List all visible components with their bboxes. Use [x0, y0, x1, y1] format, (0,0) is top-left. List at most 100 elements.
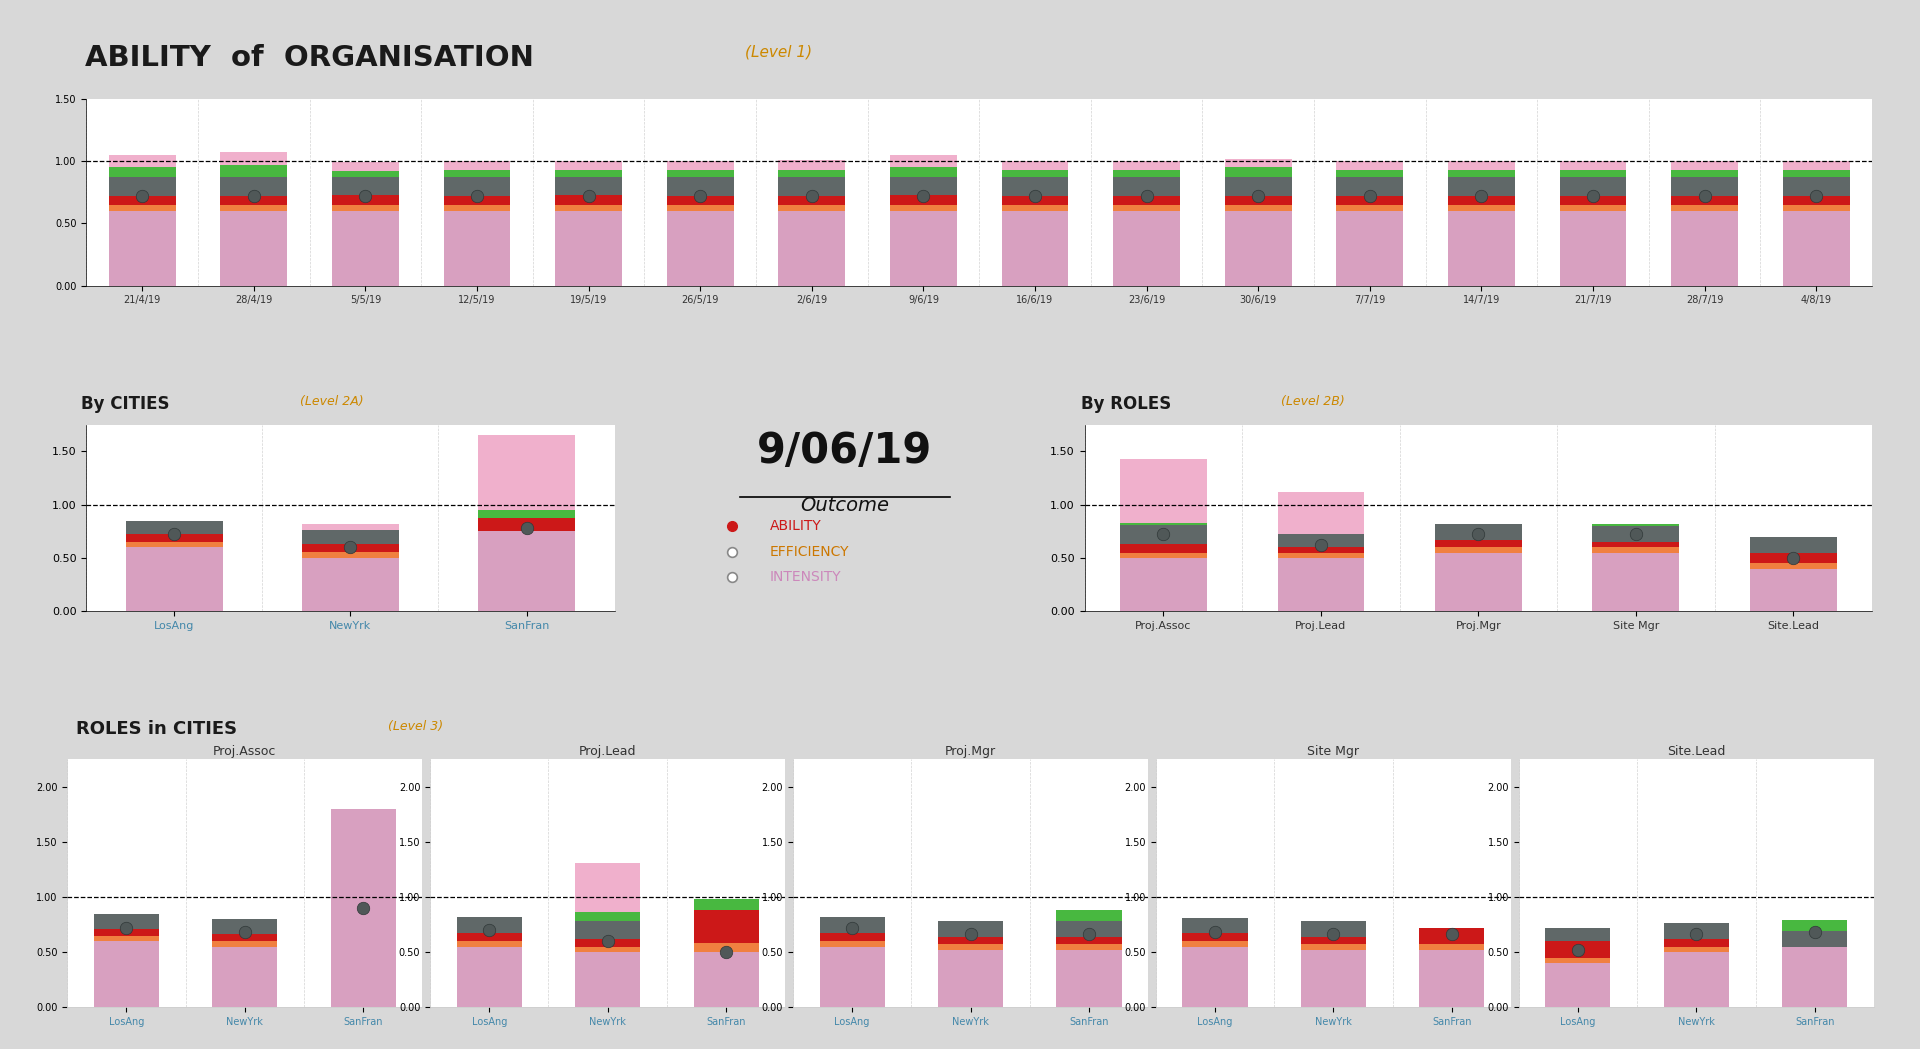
Bar — [127, 534, 223, 542]
Bar — [457, 917, 522, 934]
Bar — [1119, 558, 1206, 612]
Bar — [1056, 949, 1121, 1007]
Bar — [555, 177, 622, 195]
Bar — [1302, 937, 1365, 944]
Text: ABILITY: ABILITY — [770, 519, 822, 533]
Bar — [478, 435, 574, 510]
Bar — [1336, 205, 1404, 211]
Bar — [1225, 158, 1292, 167]
Bar — [444, 162, 511, 170]
Bar — [221, 152, 288, 165]
Bar — [1225, 211, 1292, 285]
Bar — [891, 205, 956, 211]
Bar — [693, 899, 758, 911]
Bar — [1002, 170, 1068, 177]
Bar — [778, 159, 845, 170]
Bar — [1302, 921, 1365, 937]
Bar — [576, 952, 639, 1007]
Bar — [1782, 170, 1849, 177]
Bar — [1782, 162, 1849, 170]
Bar — [127, 520, 223, 534]
Bar — [1183, 918, 1248, 934]
Bar — [1119, 522, 1206, 524]
Bar — [1546, 927, 1611, 941]
Bar — [1670, 162, 1738, 170]
Bar — [1002, 162, 1068, 170]
Bar — [1670, 177, 1738, 196]
Text: (Level 2A): (Level 2A) — [300, 395, 363, 408]
Bar — [1225, 177, 1292, 196]
Bar — [330, 809, 396, 1007]
Bar — [1749, 553, 1837, 563]
Bar — [213, 941, 276, 946]
Bar — [1419, 944, 1484, 949]
Bar — [778, 177, 845, 196]
Bar — [1546, 941, 1611, 958]
Bar — [109, 167, 177, 177]
Bar — [778, 211, 845, 285]
Title: Proj.Mgr: Proj.Mgr — [945, 746, 996, 758]
Bar — [939, 921, 1002, 937]
Bar — [444, 211, 511, 285]
Bar — [1225, 205, 1292, 211]
Bar — [820, 934, 885, 941]
Bar — [778, 196, 845, 205]
Bar — [1782, 205, 1849, 211]
Bar — [666, 205, 733, 211]
Bar — [1119, 544, 1206, 553]
Bar — [1546, 958, 1611, 963]
Bar — [1002, 211, 1068, 285]
Bar — [939, 944, 1002, 949]
Bar — [820, 917, 885, 934]
Bar — [1277, 548, 1363, 553]
Bar — [332, 163, 399, 171]
Bar — [576, 946, 639, 952]
Text: (Level 2B): (Level 2B) — [1281, 395, 1346, 408]
Bar — [1782, 196, 1849, 205]
Bar — [478, 518, 574, 531]
Bar — [1665, 952, 1728, 1007]
Bar — [666, 177, 733, 196]
Bar — [301, 544, 399, 552]
Bar — [891, 155, 956, 167]
Bar — [213, 946, 276, 1007]
Bar — [221, 196, 288, 205]
Bar — [478, 531, 574, 612]
Text: INTENSITY: INTENSITY — [770, 571, 841, 584]
Bar — [1056, 911, 1121, 921]
Bar — [213, 935, 276, 941]
Bar — [1782, 920, 1847, 932]
Bar — [1665, 923, 1728, 939]
Bar — [1119, 553, 1206, 558]
Bar — [1559, 205, 1626, 211]
Bar — [1592, 548, 1680, 553]
Text: By CITIES: By CITIES — [81, 395, 169, 413]
Bar — [576, 913, 639, 921]
Bar — [301, 558, 399, 612]
Bar — [1336, 162, 1404, 170]
Text: ABILITY  of  ORGANISATION: ABILITY of ORGANISATION — [84, 44, 534, 72]
Bar — [301, 552, 399, 558]
Text: (Level 1): (Level 1) — [745, 44, 812, 60]
Bar — [1114, 211, 1181, 285]
Bar — [555, 211, 622, 285]
Bar — [1114, 196, 1181, 205]
Bar — [555, 162, 622, 170]
Bar — [778, 170, 845, 177]
Bar — [1056, 921, 1121, 937]
Bar — [1002, 196, 1068, 205]
Bar — [1114, 177, 1181, 196]
Bar — [1592, 523, 1680, 526]
Bar — [1592, 526, 1680, 542]
Bar — [1559, 162, 1626, 170]
Bar — [221, 165, 288, 177]
Title: Site Mgr: Site Mgr — [1308, 746, 1359, 758]
Bar — [820, 941, 885, 946]
Bar — [301, 530, 399, 544]
Bar — [109, 155, 177, 167]
Bar — [1670, 170, 1738, 177]
Bar — [1183, 934, 1248, 941]
Bar — [1749, 563, 1837, 569]
Bar — [301, 523, 399, 530]
Bar — [478, 510, 574, 518]
